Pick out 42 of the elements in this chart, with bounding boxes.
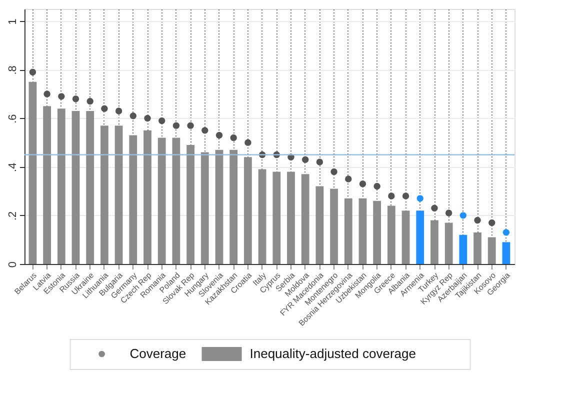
bar (416, 210, 424, 264)
point (445, 210, 452, 216)
y-tick-label: .4 (6, 162, 19, 172)
point (488, 219, 496, 226)
point (402, 192, 410, 200)
point (431, 204, 438, 212)
point (345, 176, 352, 182)
point (330, 168, 338, 176)
y-tick-label: .2 (6, 211, 19, 221)
point (101, 105, 108, 112)
point (388, 192, 395, 200)
point (144, 114, 151, 122)
point (460, 212, 467, 219)
point (158, 117, 166, 124)
point (416, 195, 424, 202)
point (316, 158, 324, 166)
y-tick-label: 1 (6, 18, 19, 25)
y-tick-label: .6 (6, 114, 19, 124)
point (302, 156, 309, 163)
point (502, 229, 510, 236)
point (86, 98, 94, 105)
point (130, 112, 136, 120)
bar (459, 234, 468, 264)
point (115, 108, 122, 114)
point (359, 180, 366, 188)
point (172, 122, 180, 129)
y-tick-label: 0 (6, 261, 19, 268)
y-tick-label: .8 (6, 66, 19, 75)
point (202, 127, 208, 134)
point (58, 93, 65, 100)
point (72, 96, 80, 102)
point (29, 68, 36, 76)
point (216, 132, 223, 139)
point (474, 216, 481, 224)
point (374, 182, 380, 190)
point (230, 134, 237, 142)
legend-label: Coverage (130, 346, 186, 361)
point (244, 139, 252, 146)
point (187, 122, 194, 129)
bar (502, 242, 510, 264)
point (44, 90, 50, 98)
legend-label: Inequality-adjusted coverage (250, 346, 416, 361)
